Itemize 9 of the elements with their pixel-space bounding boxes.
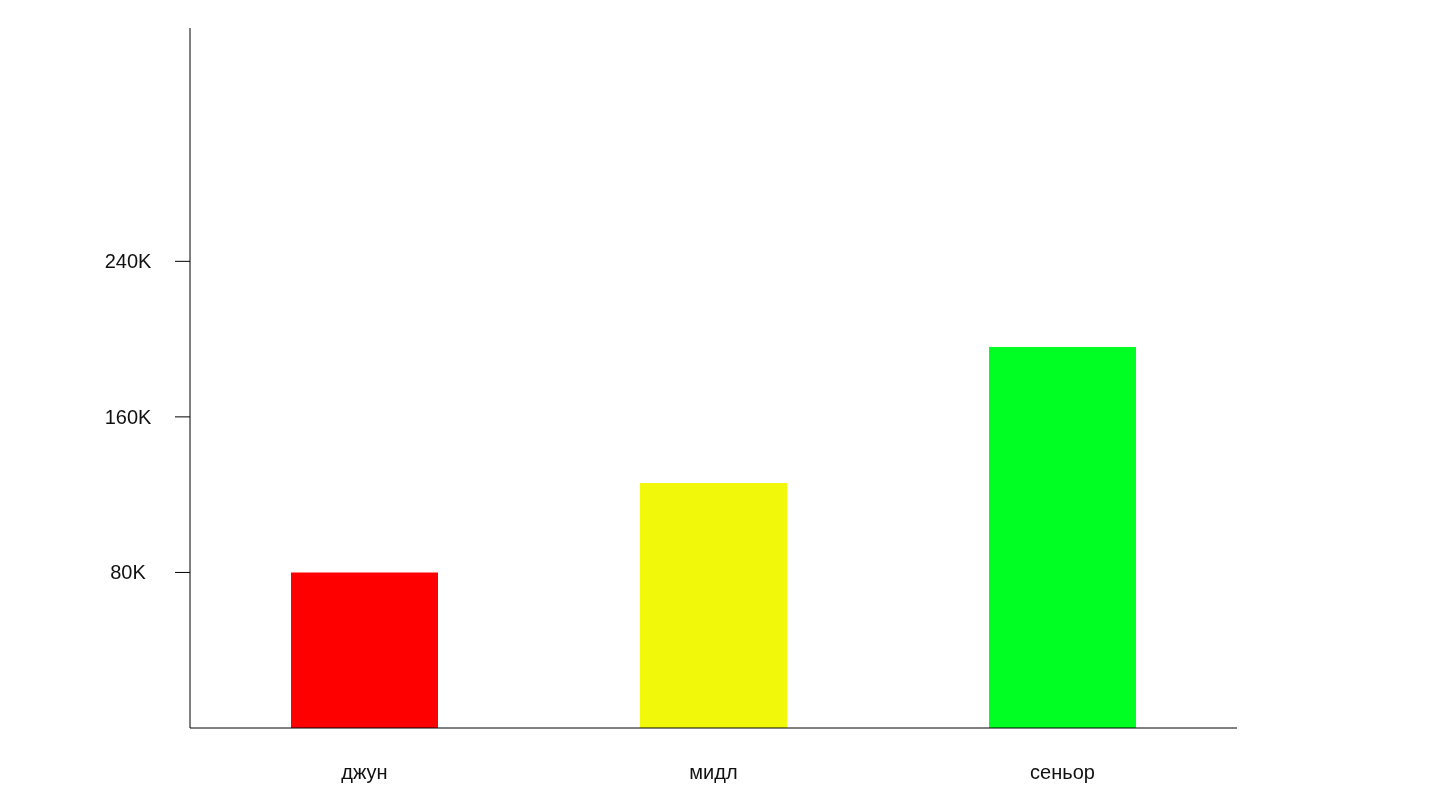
y-tick-label: 80K: [110, 561, 147, 584]
x-tick-label: мидл: [689, 761, 738, 783]
y-tick-label: 240K: [104, 250, 153, 273]
bar: [640, 483, 787, 728]
x-tick-label: сеньор: [1030, 761, 1095, 783]
y-tick-label: 160K: [104, 405, 153, 428]
bar: [291, 572, 438, 728]
x-tick-label: джун: [341, 761, 388, 783]
bar: [989, 346, 1136, 728]
